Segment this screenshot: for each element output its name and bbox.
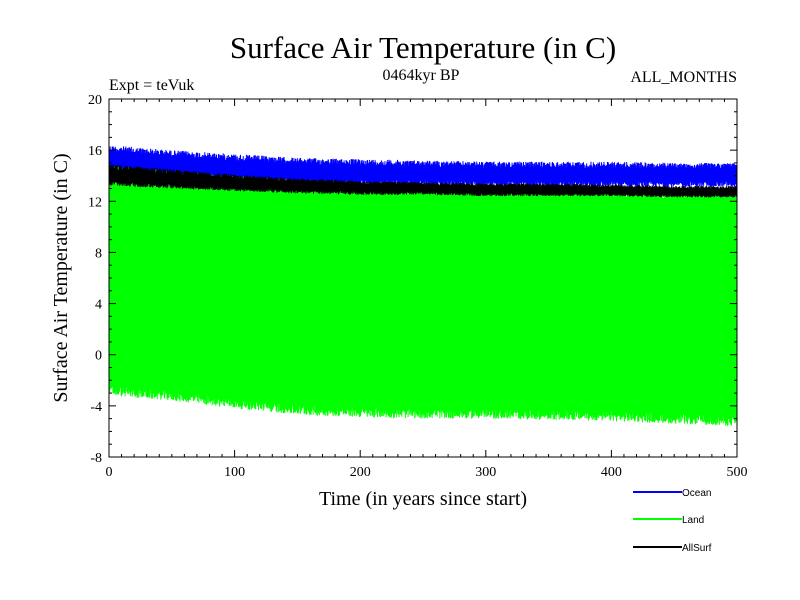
x-tick-label: 500: [727, 465, 748, 480]
x-tick-label: 0: [106, 465, 113, 480]
series-line-ocean: [109, 146, 737, 188]
x-tick-label: 400: [601, 465, 622, 480]
y-tick-label: 0: [95, 349, 102, 364]
legend: Ocean Land AllSurf: [633, 488, 712, 554]
x-tick-label: 300: [475, 465, 496, 480]
legend-label-allsurf: AllSurf: [682, 543, 712, 554]
legend-label-land: Land: [682, 515, 704, 526]
chart-subtitle: 0464kyr BP: [383, 67, 460, 84]
chart-title: Surface Air Temperature (in C): [230, 30, 616, 65]
y-tick-label: -8: [90, 451, 102, 466]
months-label: ALL_MONTHS: [630, 69, 737, 86]
y-tick-label: -4: [90, 400, 102, 415]
y-tick-label: 8: [95, 246, 102, 261]
experiment-label: Expt = teVuk: [109, 77, 194, 94]
legend-label-ocean: Ocean: [682, 488, 711, 499]
y-tick-label: 4: [95, 298, 102, 313]
x-tick-label: 100: [224, 465, 245, 480]
y-tick-label: 16: [88, 144, 102, 159]
series-line-land: [109, 166, 737, 426]
series-line-allsurf: [109, 164, 737, 198]
x-tick-label: 200: [350, 465, 371, 480]
plot-frame: [108, 98, 738, 458]
y-tick-label: 20: [88, 93, 102, 108]
series-layer: [109, 146, 737, 426]
axis-ticks: 0 100 200 300 400 500 -8 -4 0 4 8 12 16 20: [88, 93, 748, 480]
y-tick-label: 12: [88, 195, 102, 210]
x-axis-label: Time (in years since start): [319, 488, 527, 510]
y-axis-label: Surface Air Temperature (in C): [50, 153, 72, 402]
